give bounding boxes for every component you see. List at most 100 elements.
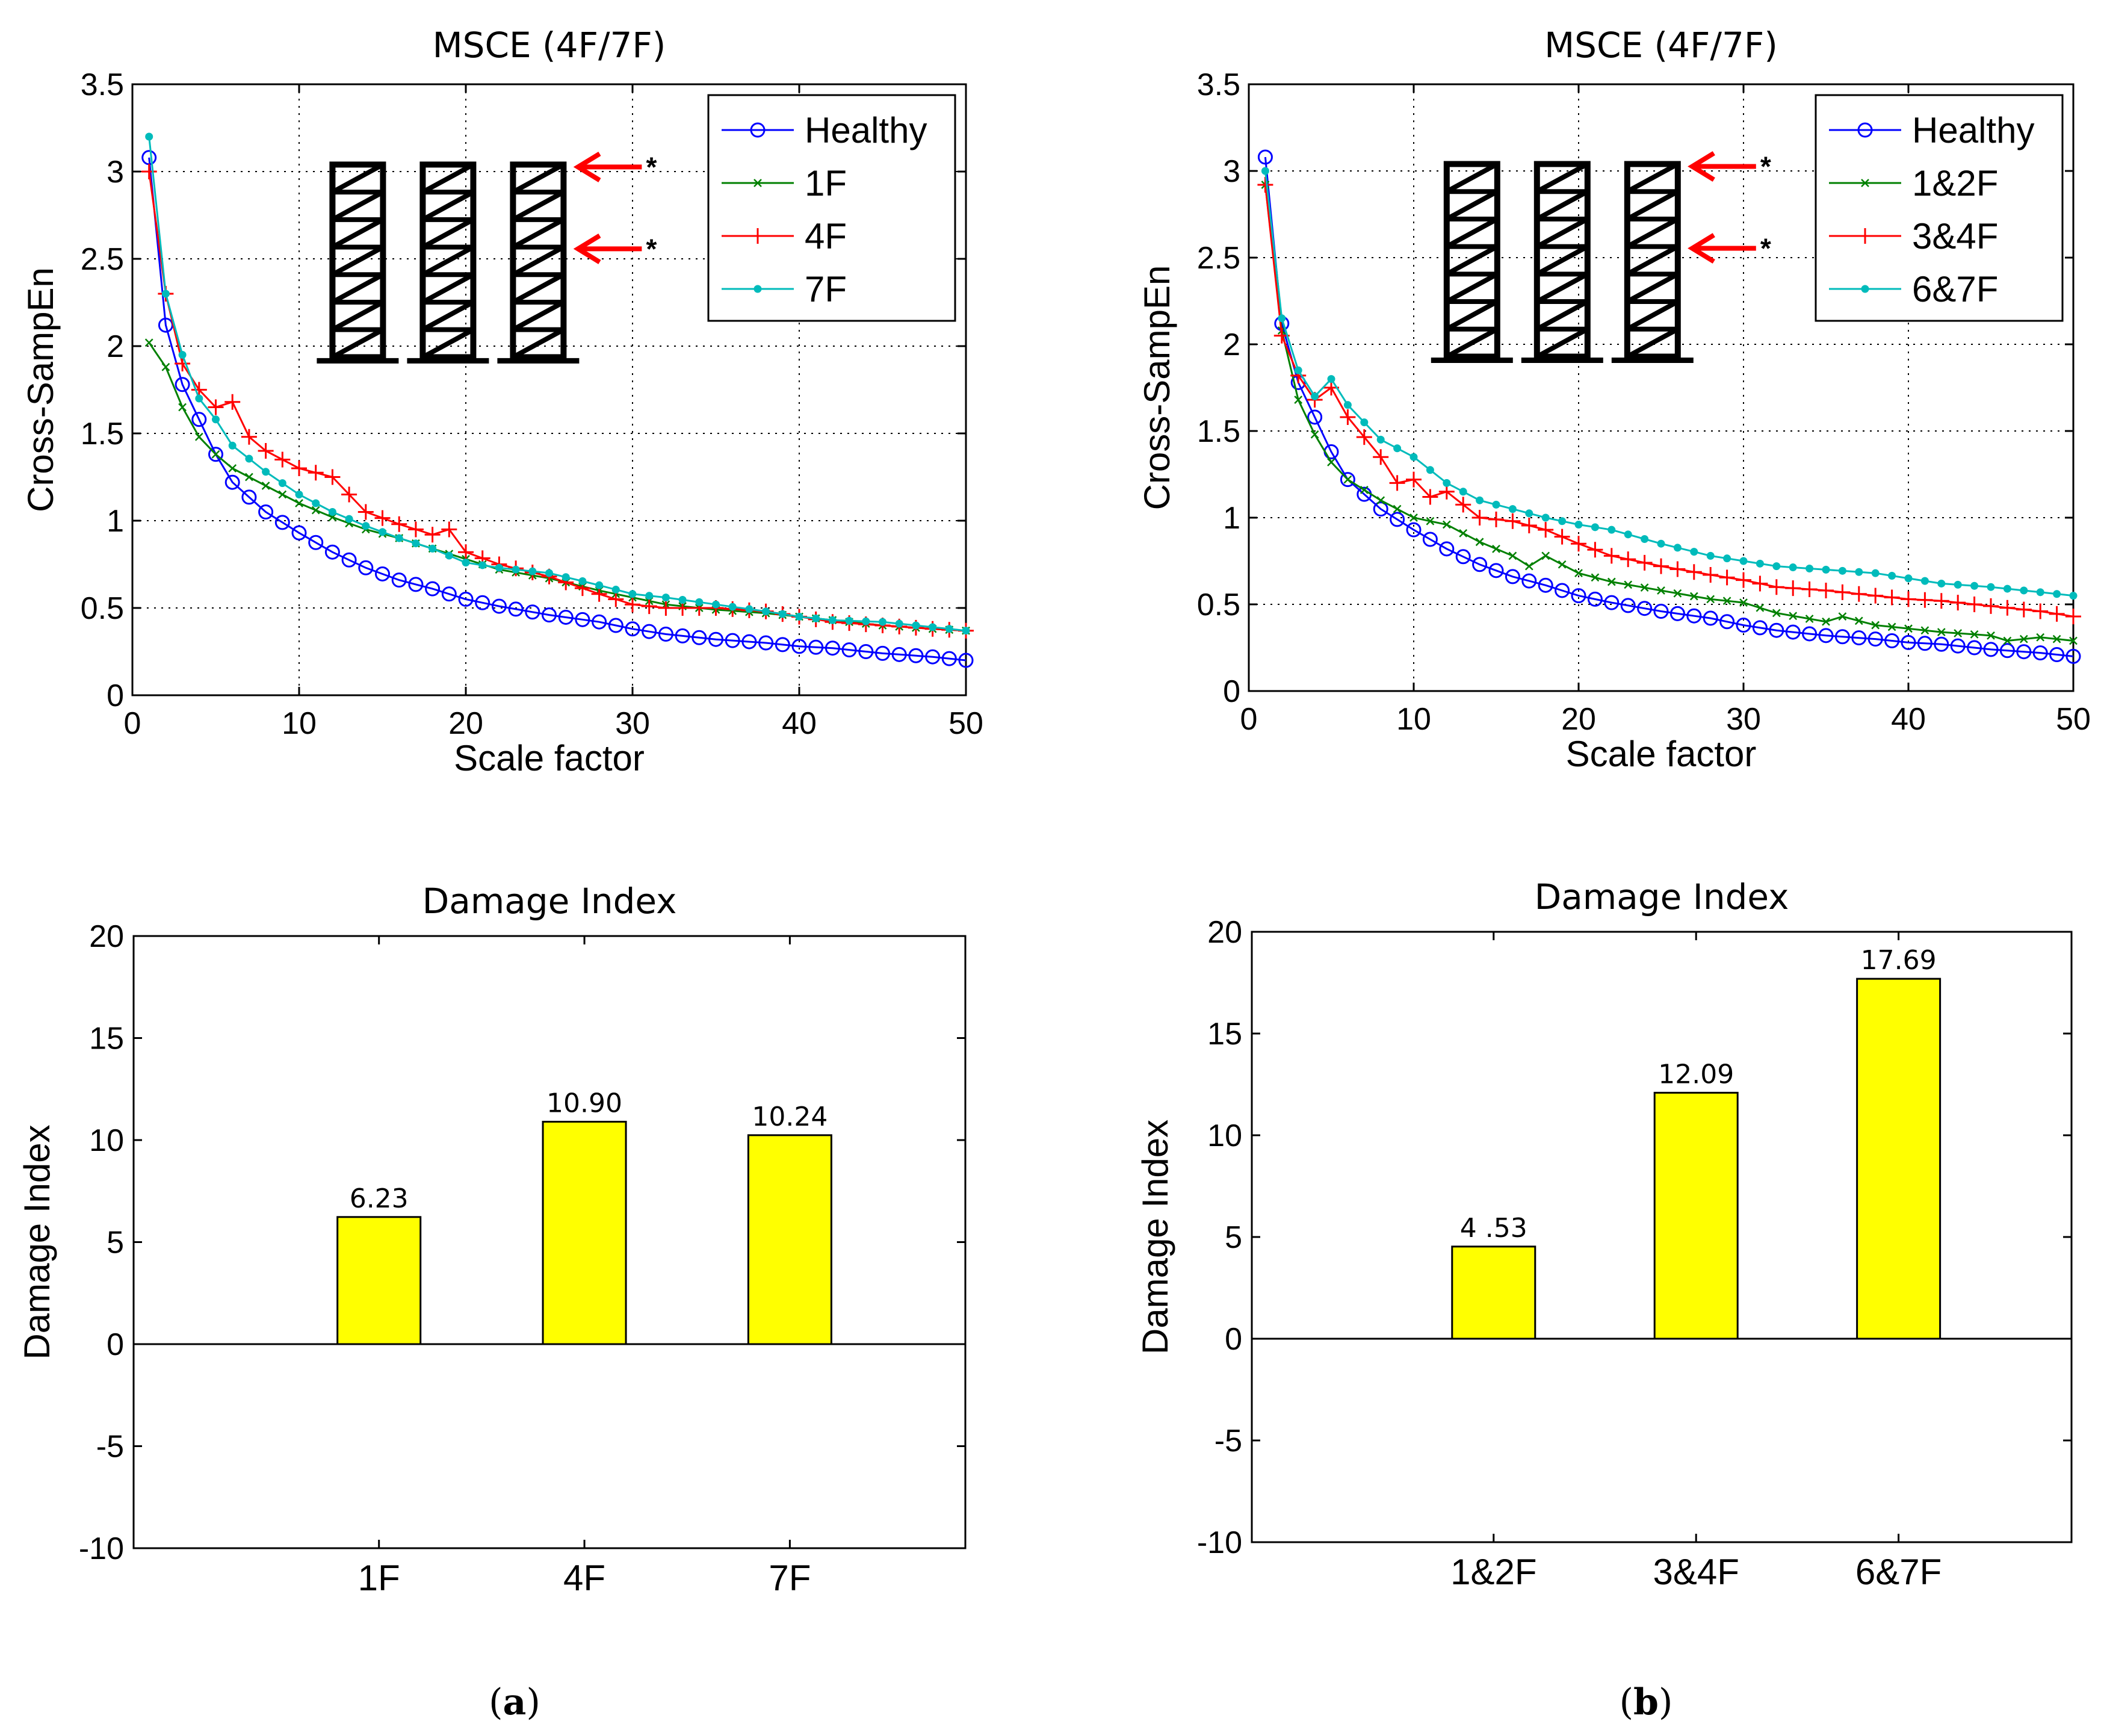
data-point: [1706, 551, 1715, 560]
data-point: [1538, 522, 1554, 538]
x-axis-label: Scale factor: [454, 738, 645, 778]
data-point: [1521, 517, 1537, 533]
legend-entry: Healthy: [1829, 110, 2034, 150]
data-point: [962, 627, 970, 635]
data-point: [1673, 589, 1682, 598]
data-point: [458, 592, 474, 607]
data-point: [2016, 601, 2032, 618]
y-tick-label: 5: [107, 1226, 124, 1260]
data-point: [1327, 375, 1335, 383]
data-point: [1541, 551, 1550, 560]
data-point: [929, 623, 937, 631]
data-point: [1653, 604, 1669, 619]
data-point: [1505, 569, 1520, 584]
data-point: [611, 586, 620, 594]
data-point: [391, 516, 407, 532]
data-point: [478, 561, 487, 569]
data-point: [357, 504, 374, 520]
data-point: [1855, 568, 1863, 576]
data-point: [491, 598, 507, 614]
data-point: [462, 559, 470, 567]
legend-entry: 1F: [722, 163, 847, 203]
data-point: [1524, 562, 1533, 571]
data-point: [1950, 595, 1966, 611]
data-point: [295, 491, 303, 498]
y-tick-label: 2: [107, 329, 124, 364]
y-tick-label: 3: [107, 155, 124, 190]
data-point: [1838, 566, 1846, 575]
frame-outline: [419, 161, 477, 361]
data-point: [578, 577, 587, 586]
y-tick-label: 0: [1223, 674, 1240, 709]
data-point: [645, 592, 654, 600]
arrow-head: [573, 233, 601, 264]
data-point: [311, 506, 320, 515]
data-point: [775, 637, 790, 653]
y-tick-label: 10: [1207, 1118, 1242, 1153]
data-point: [908, 648, 924, 663]
data-point: [2049, 606, 2065, 622]
legend-marker: [753, 285, 762, 293]
data-point: [1508, 505, 1517, 513]
data-point: [1690, 548, 1698, 556]
y-tick-label: 3.5: [1197, 67, 1240, 102]
data-point: [1871, 621, 1880, 630]
x-tick-label: 30: [615, 706, 650, 741]
data-point: [1736, 618, 1751, 633]
data-point: [642, 624, 657, 639]
data-point: [1422, 489, 1438, 505]
data-point: [528, 567, 537, 575]
data-point: [391, 572, 407, 588]
data-point: [224, 474, 240, 490]
data-point: [395, 534, 403, 542]
data-point: [1373, 501, 1388, 517]
data-point: [862, 617, 870, 625]
y-tick-label: 0: [107, 1327, 124, 1362]
arrow-star-label: *: [1760, 232, 1771, 264]
data-point: [1587, 542, 1603, 558]
data-point: [145, 132, 153, 141]
data-point: [175, 377, 190, 392]
y-tick-label: -10: [1197, 1525, 1242, 1560]
frame-outline: [510, 161, 567, 361]
bar-value-label: 12.09: [1658, 1059, 1734, 1090]
x-tick-label: 0: [124, 706, 141, 741]
data-point: [212, 415, 220, 424]
frame-outline: [1533, 161, 1591, 360]
x-tick-label: 50: [948, 706, 983, 741]
data-point: [558, 609, 574, 625]
data-point: [1455, 549, 1471, 565]
data-point: [1340, 409, 1356, 425]
data-point: [545, 569, 553, 577]
bar-value-label: 10.90: [546, 1088, 622, 1118]
data-point: [1768, 579, 1784, 595]
bar-group: 17.69: [1856, 945, 1942, 1340]
data-point: [274, 515, 290, 530]
data-point: [1686, 608, 1702, 624]
data-point: [508, 601, 524, 617]
data-point: [1340, 472, 1355, 488]
data-point: [1954, 580, 1962, 589]
data-point: [211, 450, 220, 459]
series-line: [1264, 157, 2074, 657]
data-point: [1459, 529, 1468, 538]
y-tick-label: 1: [1223, 501, 1240, 536]
data-point: [1736, 572, 1751, 588]
x-tick-label: 50: [2056, 702, 2091, 737]
data-point: [1538, 577, 1553, 593]
data-point: [1426, 516, 1435, 525]
data-point: [407, 521, 424, 538]
data-point: [758, 635, 774, 651]
legend-entry: 6&7F: [1829, 269, 1998, 309]
data-point: [542, 607, 557, 623]
data-point: [1343, 401, 1352, 409]
data-point: [1653, 558, 1669, 574]
data-point: [458, 544, 474, 560]
data-point: [429, 544, 437, 553]
caption-b: (b): [1620, 1681, 1673, 1723]
legend-entry: 7F: [722, 269, 847, 309]
data-point: [858, 644, 874, 659]
bar-group: 12.09: [1653, 1059, 1739, 1340]
bar-group: 10.90: [542, 1088, 627, 1345]
series-line: [148, 157, 967, 662]
